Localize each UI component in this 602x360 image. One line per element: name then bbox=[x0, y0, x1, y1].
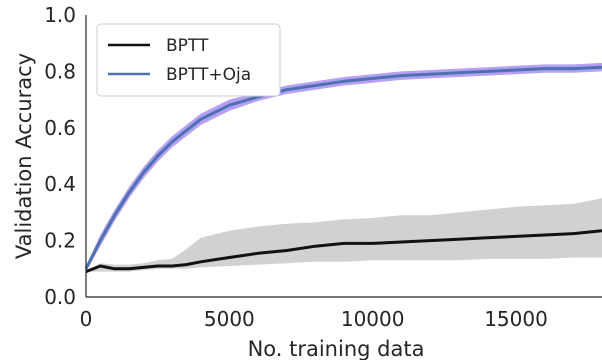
legend-label-bptt-oja: BPTT+Oja bbox=[166, 65, 251, 85]
x-tick-label: 10000 bbox=[341, 307, 405, 331]
y-tick-label: 1.0 bbox=[44, 3, 76, 27]
series-lines bbox=[84, 65, 602, 273]
y-tick-label: 0.0 bbox=[44, 285, 76, 309]
x-axis-label: No. training data bbox=[248, 337, 425, 360]
legend: BPTT BPTT+Oja bbox=[96, 23, 281, 97]
y-tick-labels: 0.0 0.2 0.4 0.6 0.8 1.0 bbox=[44, 3, 76, 309]
axes bbox=[85, 15, 602, 298]
legend-label-bptt: BPTT bbox=[166, 36, 209, 56]
legend-frame bbox=[96, 23, 281, 97]
y-tick-label: 0.2 bbox=[44, 229, 76, 253]
confidence-bands bbox=[86, 62, 602, 272]
y-tick-label: 0.4 bbox=[44, 172, 76, 196]
x-tick-label: 15000 bbox=[484, 307, 548, 331]
x-tick-label: 5000 bbox=[204, 307, 255, 331]
line-bptt-oja bbox=[84, 65, 602, 270]
line-bptt bbox=[85, 229, 602, 273]
band-bptt bbox=[86, 198, 602, 272]
y-axis-label: Validation Accuracy bbox=[12, 53, 36, 259]
y-tick-label: 0.6 bbox=[44, 116, 76, 140]
x-tick-label: 0 bbox=[80, 307, 93, 331]
x-tick-labels: 0 5000 10000 15000 bbox=[80, 307, 548, 331]
band-bptt-oja bbox=[86, 62, 602, 272]
plot-area bbox=[84, 62, 602, 273]
y-tick-label: 0.8 bbox=[44, 59, 76, 83]
